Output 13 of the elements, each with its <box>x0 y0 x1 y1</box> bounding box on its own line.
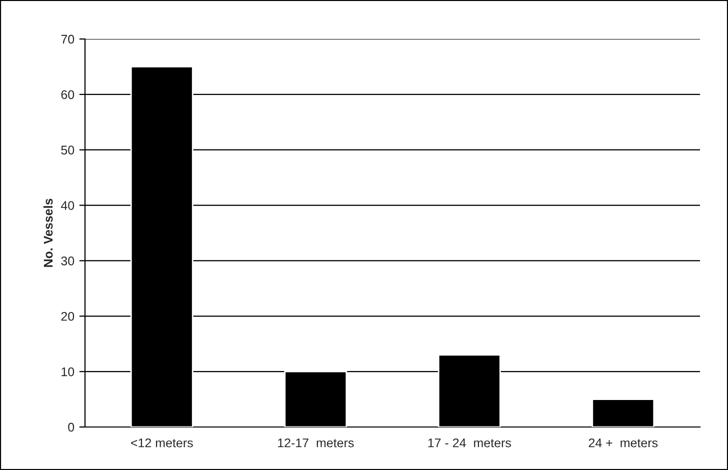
x-tick-label: 17 - 24 meters <box>428 438 511 448</box>
y-tick-label: 20 <box>61 312 74 321</box>
y-tick-label: 10 <box>62 367 74 376</box>
y-axis-title: No. Vessels <box>43 198 53 267</box>
y-tick-label: 70 <box>61 34 74 44</box>
x-tick-label: 12-17 meters <box>278 438 354 448</box>
y-tick-label: 60 <box>61 90 74 100</box>
y-tick-label: 30 <box>61 256 74 266</box>
x-tick-label: 24 + meters <box>588 438 658 448</box>
y-tick-label: 50 <box>61 146 74 155</box>
y-tick-label: 0 <box>68 422 74 432</box>
x-tick-label: <12 meters <box>131 438 193 448</box>
y-tick-label: 40 <box>60 201 74 210</box>
